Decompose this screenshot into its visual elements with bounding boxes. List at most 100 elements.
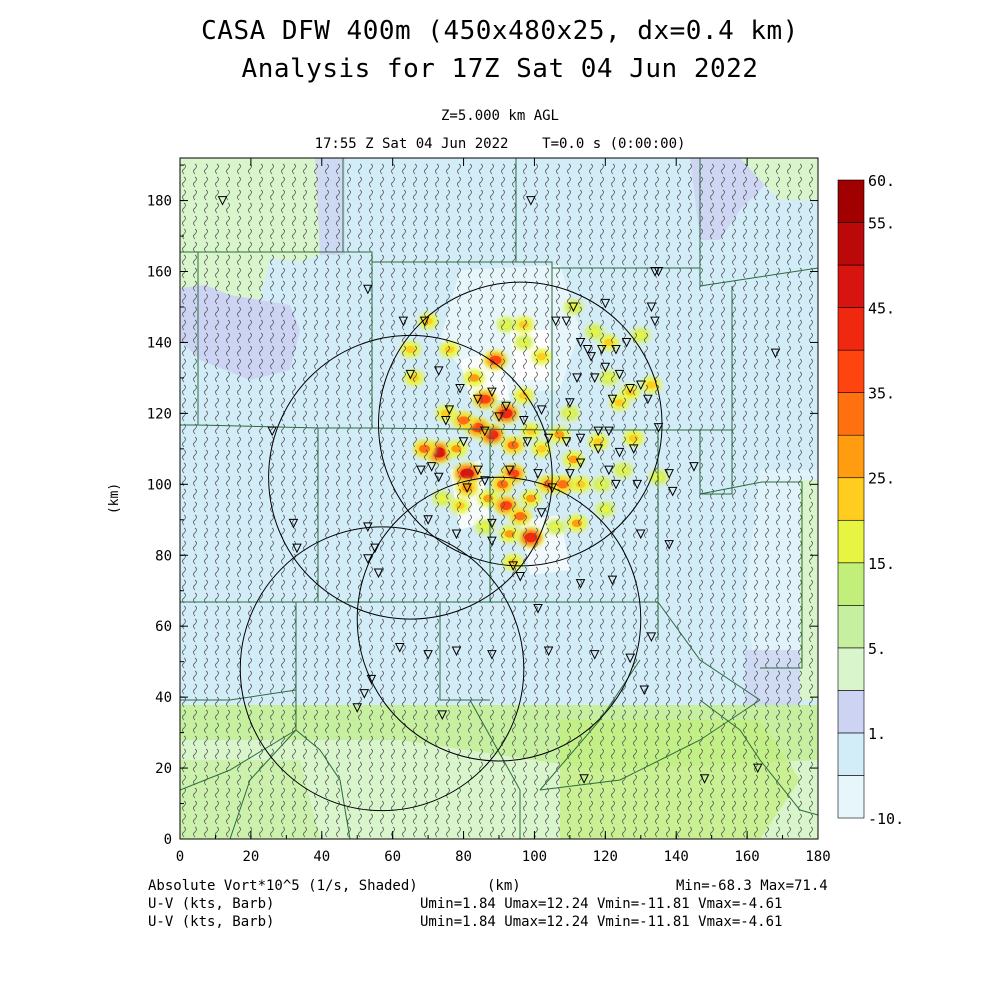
colorbar-swatch <box>837 307 865 351</box>
wind-barb <box>589 566 593 578</box>
wind-barb <box>633 293 637 305</box>
wind-barb <box>292 189 296 201</box>
wind-barb <box>501 618 505 630</box>
wind-barb <box>424 683 428 695</box>
wind-barb <box>523 514 527 526</box>
wind-barb <box>347 228 351 240</box>
wind-barb <box>578 254 582 266</box>
wind-barb <box>248 488 252 500</box>
wind-barb <box>677 254 681 266</box>
wind-barb <box>743 254 747 266</box>
wind-barb <box>468 397 472 409</box>
wind-barb <box>666 644 670 656</box>
wind-barb <box>391 618 395 630</box>
wind-barb <box>787 748 791 760</box>
wind-barb <box>534 163 538 175</box>
wind-barb <box>457 254 461 266</box>
wind-barb <box>589 228 593 240</box>
wind-barb <box>248 332 252 344</box>
wind-barb <box>622 579 626 591</box>
wind-barb <box>347 709 351 721</box>
wind-barb <box>292 449 296 461</box>
y-tick-label: 0 <box>164 832 172 848</box>
wind-barb <box>600 605 604 617</box>
wind-barb <box>424 826 428 838</box>
wind-barb <box>677 592 681 604</box>
wind-barb <box>743 215 747 227</box>
wind-barb <box>809 748 813 760</box>
wind-barb <box>787 475 791 487</box>
wind-barb <box>688 514 692 526</box>
wind-barb <box>710 306 714 318</box>
wind-barb <box>688 631 692 643</box>
station-marker <box>625 653 635 664</box>
wind-barb <box>798 215 802 227</box>
wind-barb <box>380 215 384 227</box>
wind-barb <box>578 670 582 682</box>
wind-barb <box>358 748 362 760</box>
vorticity-hotspot <box>520 490 542 507</box>
wind-barb <box>358 189 362 201</box>
wind-barb <box>270 592 274 604</box>
wind-barb <box>259 826 263 838</box>
wind-barb <box>688 358 692 370</box>
wind-barb <box>369 488 373 500</box>
wind-barb <box>413 683 417 695</box>
colorbar-swatch <box>837 732 865 776</box>
wind-barb <box>380 774 384 786</box>
wind-barb <box>743 540 747 552</box>
wind-barb <box>512 748 516 760</box>
wind-barb <box>226 722 230 734</box>
y-tick-label: 40 <box>155 690 172 706</box>
wind-barb <box>193 709 197 721</box>
wind-barb <box>809 683 813 695</box>
wind-barb <box>578 267 582 279</box>
wind-barb <box>457 319 461 331</box>
wind-barb <box>589 410 593 422</box>
wind-barb <box>677 358 681 370</box>
wind-barb <box>479 449 483 461</box>
wind-barb <box>765 592 769 604</box>
wind-barb <box>193 254 197 266</box>
wind-barb <box>633 631 637 643</box>
wind-barb <box>501 241 505 253</box>
wind-barb <box>710 384 714 396</box>
wind-barb <box>347 748 351 760</box>
wind-barb <box>589 800 593 812</box>
wind-barb <box>512 436 516 448</box>
wind-barb <box>699 553 703 565</box>
wind-barb <box>281 423 285 435</box>
wind-barb <box>336 358 340 370</box>
wind-barb <box>556 800 560 812</box>
wind-barb <box>391 215 395 227</box>
wind-barb <box>468 358 472 370</box>
wind-barb <box>512 514 516 526</box>
wind-barb <box>226 423 230 435</box>
wind-barb <box>501 644 505 656</box>
wind-barb <box>622 241 626 253</box>
wind-barb <box>259 306 263 318</box>
wind-barb <box>347 774 351 786</box>
wind-barb <box>424 176 428 188</box>
wind-barb <box>424 228 428 240</box>
wind-barb <box>248 280 252 292</box>
vorticity-hotspot <box>514 334 534 350</box>
wind-barb <box>358 410 362 422</box>
wind-barb <box>292 761 296 773</box>
wind-barb <box>754 462 758 474</box>
wind-barb <box>567 618 571 630</box>
wind-barb <box>578 683 582 695</box>
wind-barb <box>380 189 384 201</box>
wind-barb <box>721 826 725 838</box>
wind-barb <box>226 813 230 825</box>
wind-barb <box>347 787 351 799</box>
wind-barb <box>611 332 615 344</box>
wind-barb <box>622 423 626 435</box>
wind-barb <box>743 787 747 799</box>
colorbar-swatch <box>837 179 865 223</box>
wind-barb <box>644 267 648 279</box>
wind-barb <box>292 293 296 305</box>
wind-barb <box>281 384 285 396</box>
wind-barb <box>644 722 648 734</box>
wind-barb <box>204 787 208 799</box>
